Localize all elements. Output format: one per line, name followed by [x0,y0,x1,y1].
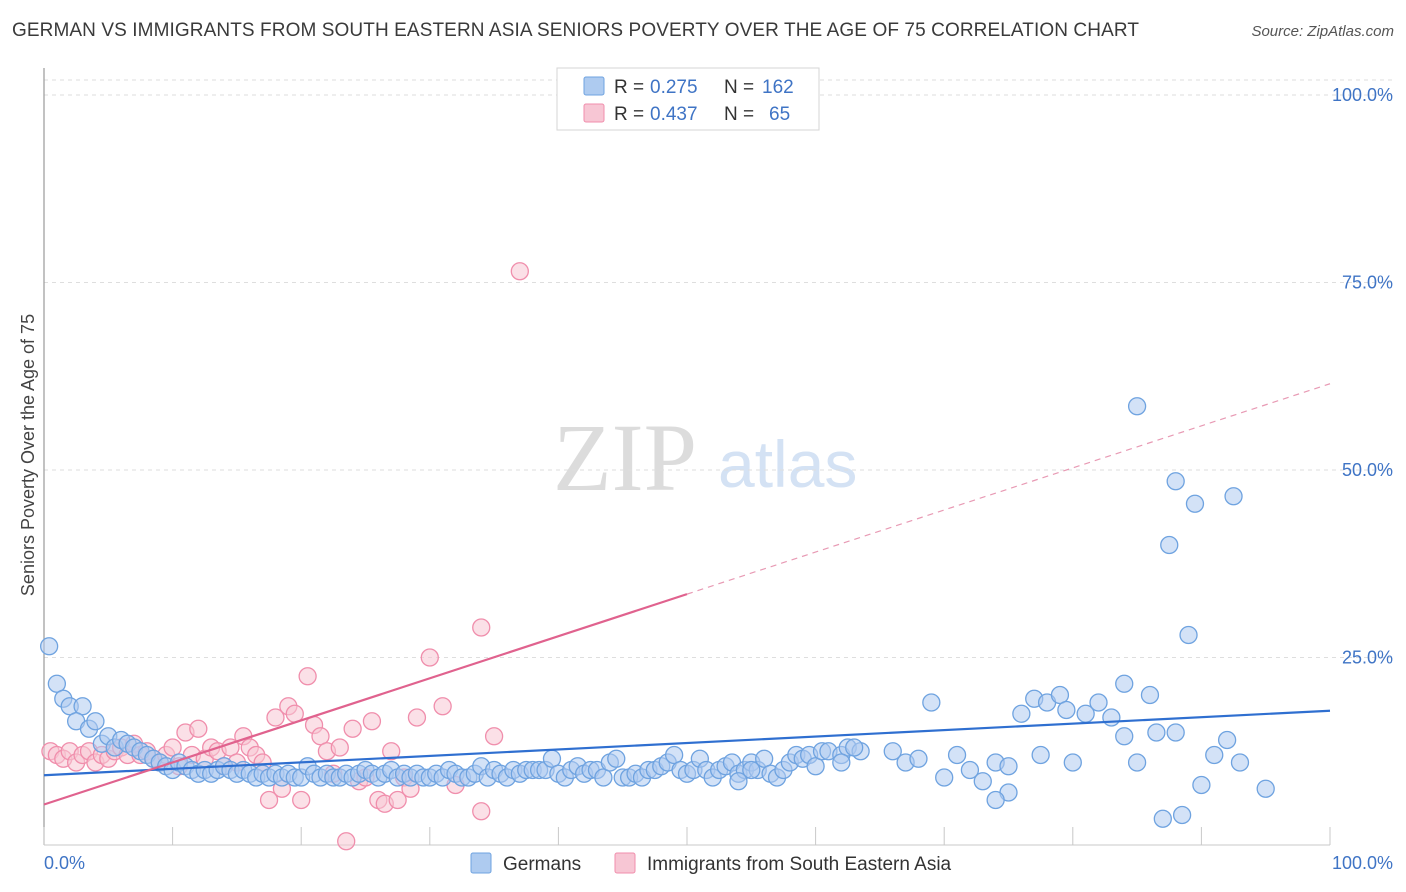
chart-title: GERMAN VS IMMIGRANTS FROM SOUTH EASTERN … [12,20,1140,41]
x-axis-ticks [43,827,1331,845]
immigrant-point-40 [298,667,317,686]
trend-lines [43,383,1331,806]
immigrant-point-63 [484,727,504,746]
german-point-159 [1160,535,1179,555]
german-point-129 [960,760,980,780]
stats-r-value-immigrants: 0.437 [650,104,698,125]
german-point-142 [1102,708,1121,727]
german-point-164 [832,753,851,772]
gridlines [44,79,1393,658]
immigrant-point-45 [330,738,349,757]
german-point-147 [1147,723,1166,742]
series-legend: Germans Immigrants from South Eastern As… [470,852,952,875]
immigrant-point-50 [362,712,382,731]
immigrant-point-47 [343,719,362,738]
german-point-166 [729,772,748,791]
german-point-163 [986,790,1005,810]
german-point-135 [1031,745,1050,765]
stats-r-value-germans: 0.275 [650,77,698,98]
german-point-151 [1179,625,1198,645]
legend-label-immigrants: Immigrants from South Eastern Asia [647,854,952,875]
german-point-0 [39,637,59,656]
immigrant-point-58 [420,648,439,667]
source-credit: Source: ZipAtlas.com [1251,23,1394,40]
immigrant-point-64 [510,262,529,281]
y-axis-title: Seniors Poverty Over the Age of 75 [18,314,38,596]
immigrant-point-46 [337,832,356,851]
stats-legend-swatch-immigrants [583,103,605,123]
immigrant-point-53 [382,742,401,761]
german-point-127 [935,768,954,787]
series-germans-points [39,397,1275,828]
y-tick-label-100: 100.0% [1332,85,1393,105]
y-tick-label-50: 50.0% [1342,460,1393,480]
german-point-125 [742,760,761,780]
german-point-7 [86,712,105,731]
stats-legend-swatch-germans [583,76,605,96]
immigrant-point-59 [433,697,452,716]
legend-label-germans: Germans [503,854,581,875]
y-tick-label-25: 25.0% [1342,648,1393,668]
german-point-126 [922,693,941,712]
german-point-148 [1153,809,1172,828]
watermark-zip: ZIP [553,404,697,511]
german-point-155 [1127,397,1147,416]
stats-n-label-germans: N = [724,77,754,98]
stats-legend: R = 0.275 N = 162 R = 0.437 N = 65 [556,67,820,131]
stats-n-value-immigrants: 65 [769,104,790,125]
legend-swatch-immigrants [614,852,636,874]
german-point-88 [607,749,626,768]
german-point-154 [1217,730,1237,750]
x-tick-label-min: 0.0% [44,853,85,873]
german-point-167 [883,742,902,761]
immigrant-point-61 [472,802,491,821]
german-point-149 [1166,723,1185,742]
german-point-145 [1127,753,1147,772]
german-point-128 [947,745,967,765]
series-immigrants-points [41,262,529,851]
german-point-143 [1115,727,1134,746]
trend-line-germans [43,709,1331,777]
german-point-158 [1224,487,1243,506]
german-point-153 [1205,745,1224,765]
immigrant-point-57 [407,708,427,727]
stats-r-label-germans: R = [614,77,644,98]
x-tick-label-max: 100.0% [1332,853,1393,873]
trend-line-immigrants-extension [686,383,1331,595]
german-point-144 [1115,674,1134,693]
stats-r-label-immigrants: R = [614,104,644,125]
german-point-141 [1089,693,1108,712]
german-point-169 [909,749,928,768]
german-point-133 [1012,704,1031,723]
stats-n-value-germans: 162 [762,77,794,98]
german-point-160 [1230,753,1250,772]
immigrant-point-34 [259,790,279,810]
immigrant-point-23 [189,719,208,738]
german-point-165 [845,738,864,757]
german-point-161 [1256,779,1275,798]
immigrant-point-54 [388,790,407,810]
german-point-139 [1063,753,1082,772]
german-point-152 [1192,775,1211,795]
german-point-130 [973,772,992,791]
immigrant-point-35 [266,708,285,727]
legend-swatch-germans [470,852,492,874]
stats-n-label-immigrants: N = [724,104,754,125]
trend-line-immigrants [43,593,688,806]
german-point-138 [1057,700,1076,720]
watermark-atlas: atlas [718,427,857,501]
immigrant-point-62 [472,618,491,637]
german-point-156 [1166,472,1185,491]
y-axis-tick-labels: 25.0% 50.0% 75.0% 100.0% [1332,85,1393,668]
german-point-157 [1185,494,1205,513]
german-point-146 [1140,685,1160,705]
german-point-132 [999,757,1018,776]
y-tick-label-75: 75.0% [1342,273,1393,293]
german-point-150 [1172,805,1192,825]
immigrant-point-39 [292,790,311,810]
